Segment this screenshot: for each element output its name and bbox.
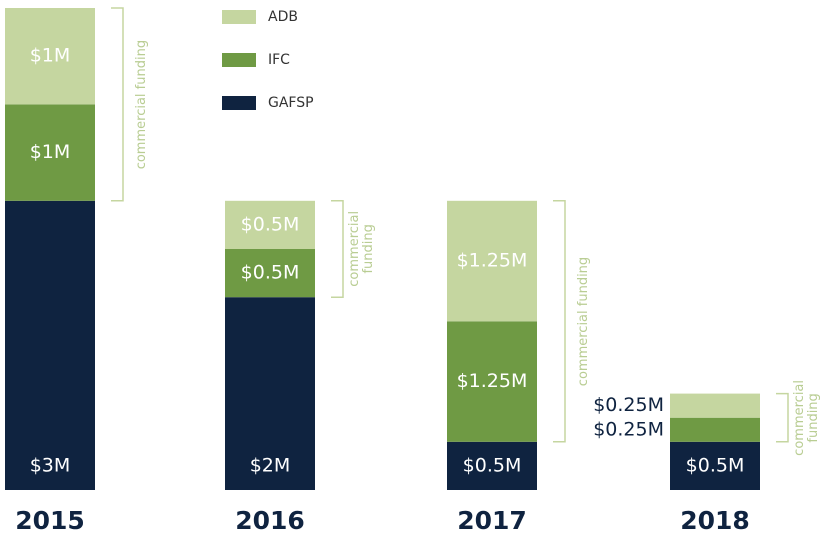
legend-swatch [222,96,256,110]
legend-label: GAFSP [268,95,314,111]
value-label: $0.5M [686,455,745,477]
value-label: $1.25M [457,250,528,272]
bracket [111,7,124,202]
value-label: $2M [250,455,291,477]
annotation: commercial funding [134,39,149,170]
x-tick-label: 2017 [457,506,527,535]
bar-segment [5,104,95,201]
bar-segment [670,417,760,442]
bracket [331,200,344,298]
bar-segment [670,393,760,418]
legend-label: ADB [268,9,298,25]
legend-swatch [222,10,256,24]
value-label: $0.25M [593,394,664,416]
annotation: commercial funding [347,211,376,287]
bar-segment [5,200,95,491]
value-label: $1M [30,141,71,163]
value-label: $0.5M [241,262,300,284]
bar-segment [670,441,760,490]
value-label: $1M [30,45,71,67]
bracket [776,392,789,443]
value-label: $1.25M [457,370,528,392]
bar-segment [5,8,95,105]
bar-segment [447,200,537,322]
legend-swatch [222,53,256,67]
x-tick-label: 2015 [15,506,85,535]
bar-segment [225,249,315,298]
value-label: $0.5M [463,455,522,477]
x-tick-label: 2016 [235,506,305,535]
bar-segment [447,441,537,490]
value-label: $3M [30,455,71,477]
bar-segment [447,321,537,442]
legend-label: IFC [268,52,290,68]
annotation: commercial funding [576,256,591,386]
annotation: commercial funding [792,379,821,456]
x-tick-label: 2018 [680,506,750,535]
bar-segment [225,200,315,249]
value-label: $0.5M [241,213,300,235]
value-label: $0.25M [593,418,664,440]
bar-segment [225,297,315,490]
bracket [553,200,566,443]
